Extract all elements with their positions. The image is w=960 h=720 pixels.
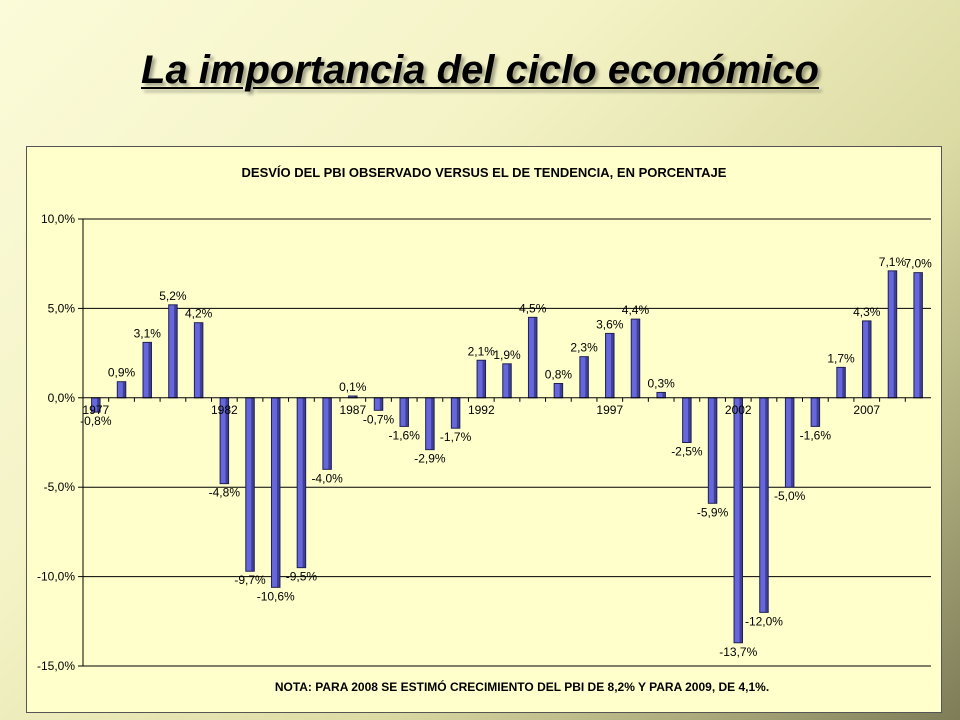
bar-shade bbox=[559, 383, 563, 398]
data-label: 0,9% bbox=[108, 366, 136, 380]
bar-shade bbox=[174, 304, 178, 398]
bar-shade bbox=[739, 397, 743, 643]
bar-shade bbox=[405, 397, 409, 427]
bar-shade bbox=[816, 397, 820, 427]
y-tick-label: 5,0% bbox=[48, 301, 76, 315]
bars bbox=[91, 270, 923, 644]
bar-shade bbox=[482, 360, 486, 398]
data-label: 2,3% bbox=[570, 341, 598, 355]
bar-shade bbox=[456, 397, 460, 429]
data-label: 7,0% bbox=[904, 257, 932, 271]
bar-shade bbox=[867, 320, 871, 398]
bar-shade bbox=[431, 397, 435, 450]
bar-shade bbox=[611, 333, 615, 398]
data-label: 1,9% bbox=[493, 348, 521, 362]
bar-shade bbox=[585, 356, 589, 398]
chart-panel: DESVÍO DEL PBI OBSERVADO VERSUS EL DE TE… bbox=[26, 146, 942, 713]
x-tick-label: 2007 bbox=[853, 403, 880, 417]
data-label: -0,7% bbox=[363, 412, 395, 426]
y-tick-label: 0,0% bbox=[48, 391, 76, 405]
bar-shade bbox=[148, 342, 152, 398]
data-label: -2,9% bbox=[414, 452, 446, 466]
bar-shade bbox=[302, 397, 306, 568]
data-label: 4,3% bbox=[853, 305, 881, 319]
x-tick-label: 1992 bbox=[468, 403, 495, 417]
data-label: -4,0% bbox=[311, 471, 343, 485]
data-label: -5,9% bbox=[697, 505, 729, 519]
y-tick-label: -10,0% bbox=[37, 570, 75, 584]
bar-shade bbox=[354, 396, 358, 398]
bar-shade bbox=[662, 392, 666, 398]
data-label: -0,8% bbox=[80, 414, 112, 428]
bar-shade bbox=[122, 381, 126, 398]
bar-shade bbox=[328, 397, 332, 470]
data-label: 4,5% bbox=[519, 301, 547, 315]
data-label: 4,4% bbox=[622, 303, 650, 317]
data-label: -12,0% bbox=[745, 614, 783, 628]
y-tick-label: 10,0% bbox=[41, 212, 75, 226]
bar-shade bbox=[379, 397, 383, 411]
y-tick-label: -15,0% bbox=[37, 659, 75, 673]
data-label: -1,7% bbox=[440, 430, 472, 444]
bar-shade bbox=[533, 317, 537, 398]
x-tick-label: 1982 bbox=[211, 403, 238, 417]
data-label: -1,6% bbox=[800, 428, 832, 442]
data-label: -5,0% bbox=[774, 489, 806, 503]
slide-title: La importancia del ciclo económico bbox=[141, 48, 819, 92]
data-label: 1,7% bbox=[827, 351, 855, 365]
data-label: 0,1% bbox=[339, 380, 367, 394]
data-label: 0,3% bbox=[648, 376, 676, 390]
data-label: 7,1% bbox=[879, 255, 907, 269]
bar-shade bbox=[508, 363, 512, 398]
bar-shade bbox=[636, 319, 640, 398]
bar-shade bbox=[713, 397, 717, 504]
data-label: -9,5% bbox=[286, 570, 318, 584]
data-label: 3,6% bbox=[596, 317, 624, 331]
bar-shade bbox=[765, 397, 769, 613]
bar-shade bbox=[225, 397, 229, 484]
data-label: 3,1% bbox=[134, 326, 162, 340]
bar-shade bbox=[97, 397, 101, 413]
data-label: -1,6% bbox=[389, 428, 421, 442]
bar-shade bbox=[199, 322, 203, 398]
data-label: -4,8% bbox=[209, 486, 241, 500]
bar-shade bbox=[919, 272, 923, 398]
y-tick-label: -5,0% bbox=[44, 480, 76, 494]
bar-chart: DESVÍO DEL PBI OBSERVADO VERSUS EL DE TE… bbox=[37, 165, 932, 694]
data-label: -13,7% bbox=[719, 645, 757, 659]
x-tick-label: 2002 bbox=[725, 403, 752, 417]
data-labels: -0,8% 0,9% 3,1% 5,2% 4,2% -4,8% -9,7% -10,6% -9,… bbox=[80, 255, 932, 659]
data-label: 4,2% bbox=[185, 307, 213, 321]
data-label: 0,8% bbox=[545, 367, 573, 381]
chart-note: NOTA: PARA 2008 SE ESTIMÓ CRECIMIENTO DE… bbox=[275, 679, 769, 694]
chart-title: DESVÍO DEL PBI OBSERVADO VERSUS EL DE TE… bbox=[242, 165, 727, 180]
gridlines bbox=[83, 218, 931, 667]
x-tick-label: 1977 bbox=[82, 403, 109, 417]
bar-shade bbox=[842, 367, 846, 398]
data-label: -10,6% bbox=[257, 589, 295, 603]
bar-shade bbox=[790, 397, 794, 488]
bar-shade bbox=[276, 397, 280, 588]
data-label: -9,7% bbox=[234, 573, 266, 587]
axes: 10,0% 5,0% 0,0% -5,0% -10,0% -15,0% 1977 1982 19… bbox=[37, 212, 931, 673]
bar-shade bbox=[688, 397, 692, 443]
data-label: 2,1% bbox=[468, 344, 496, 358]
data-label: -2,5% bbox=[671, 445, 703, 459]
data-label: 5,2% bbox=[159, 289, 187, 303]
bar-shade bbox=[893, 270, 897, 398]
x-tick-label: 1987 bbox=[339, 403, 366, 417]
bar-shade bbox=[251, 397, 255, 572]
x-tick-label: 1997 bbox=[596, 403, 623, 417]
